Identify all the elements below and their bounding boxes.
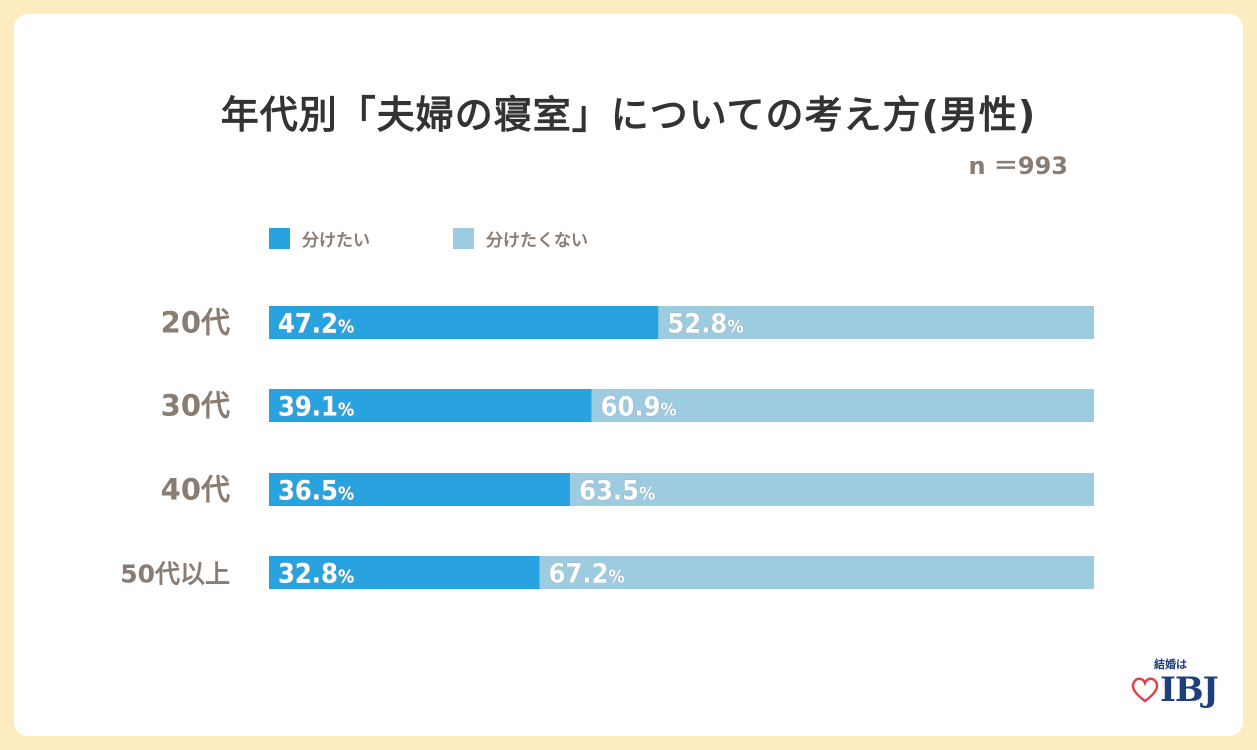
- data-label-1-1: 60.9%: [601, 392, 677, 423]
- data-label-2-0: 36.5%: [278, 476, 354, 507]
- data-label-2-1: 63.5%: [579, 476, 655, 507]
- bar-segment-1-0: [269, 389, 592, 422]
- category-label-0: 20代: [161, 306, 230, 340]
- logo-brand: IBJ: [1160, 670, 1219, 710]
- bar-segment-1-1: [591, 389, 1094, 422]
- legend-swatch-not-want-separate: [453, 227, 474, 249]
- category-label-3: 50代以上: [120, 560, 230, 589]
- legend-label-not-want-separate: 分けたくない: [486, 230, 588, 251]
- bar-segment-0-1: [658, 306, 1094, 339]
- sample-size: n ＝993: [968, 152, 1068, 180]
- heart-icon: [1131, 677, 1159, 703]
- data-label-1-0: 39.1%: [278, 392, 354, 423]
- bar-segment-0-0: [269, 306, 659, 339]
- category-label-1: 30代: [161, 389, 230, 423]
- legend-label-want-separate: 分けたい: [302, 230, 370, 251]
- category-label-2: 40代: [161, 473, 230, 507]
- chart-card: [14, 14, 1243, 736]
- data-label-3-0: 32.8%: [278, 559, 354, 590]
- legend-item-not-want-separate: 分けたくない: [453, 227, 588, 251]
- bar-segment-2-1: [570, 473, 1094, 506]
- data-label-0-0: 47.2%: [278, 309, 354, 340]
- data-label-3-1: 67.2%: [549, 559, 625, 590]
- legend-item-want-separate: 分けたい: [269, 227, 370, 251]
- bar-segment-3-1: [539, 556, 1094, 589]
- bar-segment-3-0: [269, 556, 540, 589]
- legend-swatch-want-separate: [269, 227, 290, 249]
- chart-title: 年代別「夫婦の寝室」についての考え方(男性): [220, 93, 1037, 137]
- data-label-0-1: 52.8%: [667, 309, 743, 340]
- bar-segment-2-0: [269, 473, 571, 506]
- logo-tagline: 結婚は: [1154, 658, 1187, 671]
- ibj-logo: 結婚は IBJ: [1130, 656, 1220, 718]
